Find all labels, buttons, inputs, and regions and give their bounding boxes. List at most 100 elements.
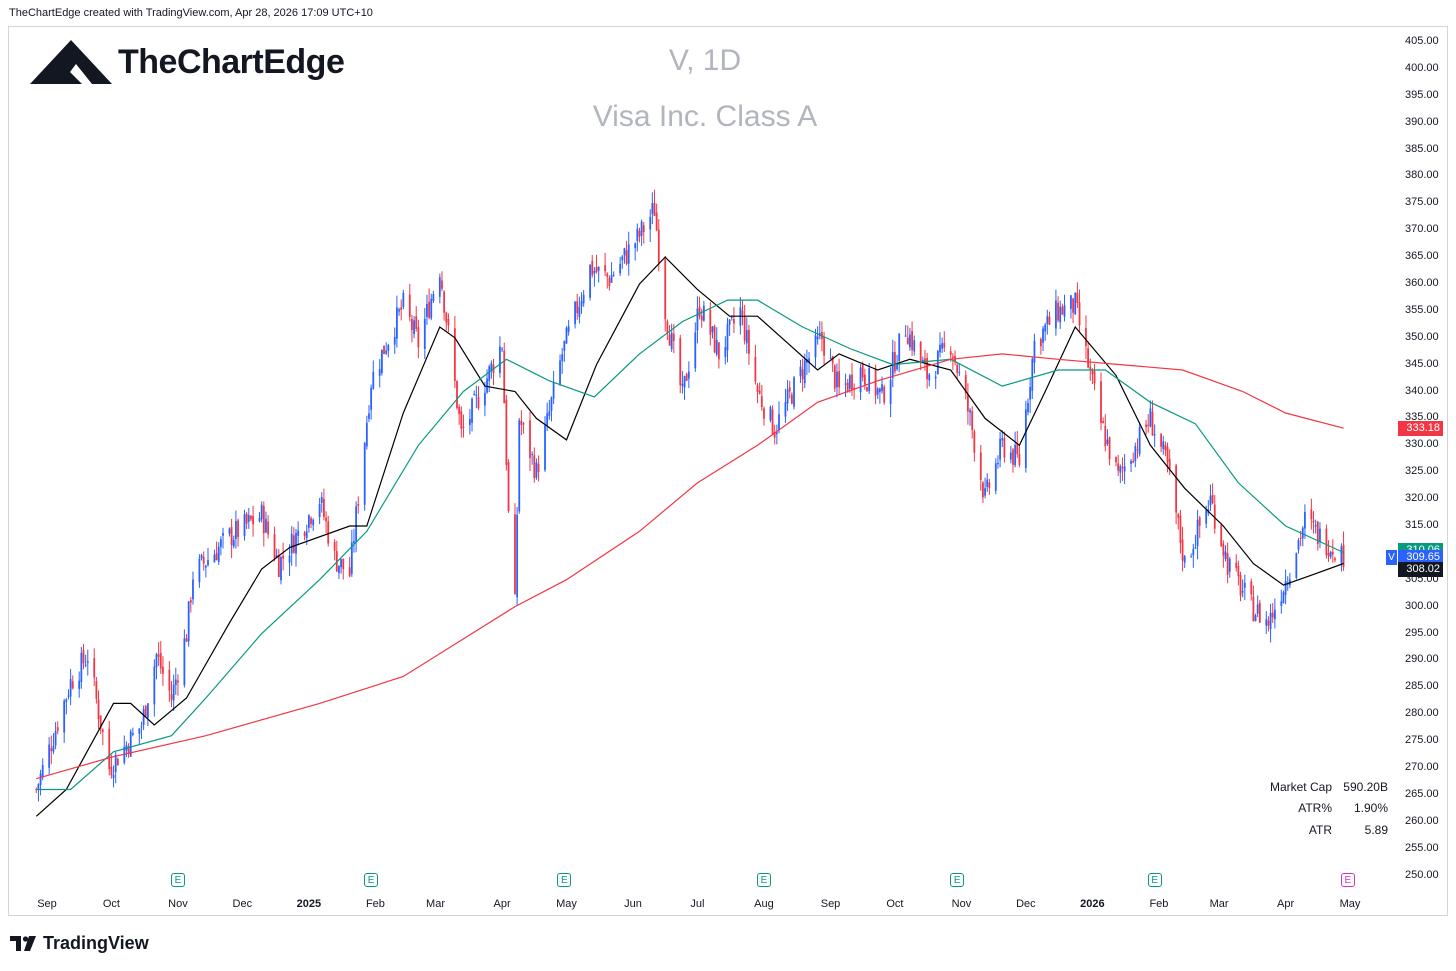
candle [984,477,986,499]
candle [473,390,476,396]
candle [997,455,999,469]
earnings-icon[interactable]: E [170,873,185,887]
candle [1267,616,1270,632]
candle [574,300,576,329]
candle [48,736,51,775]
price-tick-label: 300.00 [1405,599,1439,612]
candle [894,341,896,375]
earnings-icon[interactable]: E [1147,873,1162,887]
atr-pct-value: 1.90% [1353,801,1388,816]
candle [818,321,821,340]
candle [468,409,471,435]
candle [1074,292,1077,316]
time-tick-label: Sep [37,898,57,910]
candle [803,353,806,389]
candle [204,564,207,578]
candle [788,380,791,399]
candle [1228,556,1231,578]
candle [636,223,639,252]
price-tick-label: 290.00 [1405,653,1439,666]
candle [520,410,523,436]
candle [258,512,261,523]
candle [84,654,87,668]
last-price-label: 309.65 [1398,549,1443,565]
upcoming-earnings-icon[interactable]: E [1340,873,1355,887]
candle [816,326,819,345]
price-tick-label: 335.00 [1405,411,1439,424]
mountain-logo-icon [30,40,112,84]
price-tick-label: 400.00 [1405,61,1439,74]
candle [612,271,615,277]
earnings-icon[interactable]: E [557,873,572,887]
candle [170,681,173,708]
series-line-sma-200 [36,353,1344,780]
candle [63,698,66,743]
candle [1108,436,1111,466]
candle [1316,520,1319,551]
candle [288,544,291,577]
candle [350,529,353,577]
candle [1136,438,1139,459]
candle [368,405,370,423]
candle [162,656,164,686]
candle [1213,495,1216,534]
watermark-name: Visa Inc. Class A [592,100,818,133]
candle [222,527,224,549]
candle [447,313,450,333]
candle [426,294,428,325]
candle [471,397,473,432]
chart-caption: TheChartEdge created with TradingView.co… [9,7,373,19]
candle [453,315,456,389]
candle [1269,603,1272,643]
candle [140,721,143,739]
candle [773,424,776,445]
candle [357,496,360,514]
candle [1241,579,1244,598]
candle [477,386,480,410]
earnings-icon[interactable]: E [756,873,771,887]
candle [1057,296,1059,323]
candle [1042,326,1044,351]
candle [1016,431,1019,458]
candle [1314,519,1317,534]
candle [333,539,336,561]
time-tick-label: Feb [1149,898,1169,910]
candle [775,424,778,445]
candle [533,447,536,483]
candle [1209,484,1212,512]
time-tick-label: May [556,898,577,910]
candle [696,296,699,344]
candle [1119,464,1122,484]
candle [1123,454,1126,485]
candle [172,674,175,712]
tradingview-logo[interactable]: TradingView [10,933,149,954]
candle [505,394,508,471]
candle [1288,572,1291,589]
candle [385,342,388,356]
candle [771,405,774,436]
candle [728,319,731,337]
candle [964,370,967,400]
watermark-symbol: V, 1D [668,44,742,77]
time-tick-label: Dec [1016,898,1036,910]
candle [127,743,130,758]
candle [537,455,540,482]
candle [202,551,205,571]
earnings-icon[interactable]: E [950,873,965,887]
candle [363,441,366,511]
candle [1258,599,1261,624]
candle [582,289,585,307]
candle [228,527,231,537]
candle [531,451,534,465]
candle [174,667,177,695]
candle [1100,372,1102,430]
time-tick-label: Sep [820,898,841,910]
candle [627,231,630,276]
candle [99,715,102,734]
sma200-price-label: 333.18 [1398,420,1443,436]
candle [335,540,338,573]
candle [878,387,881,404]
candle [784,388,787,423]
earnings-icon[interactable]: E [364,873,379,887]
